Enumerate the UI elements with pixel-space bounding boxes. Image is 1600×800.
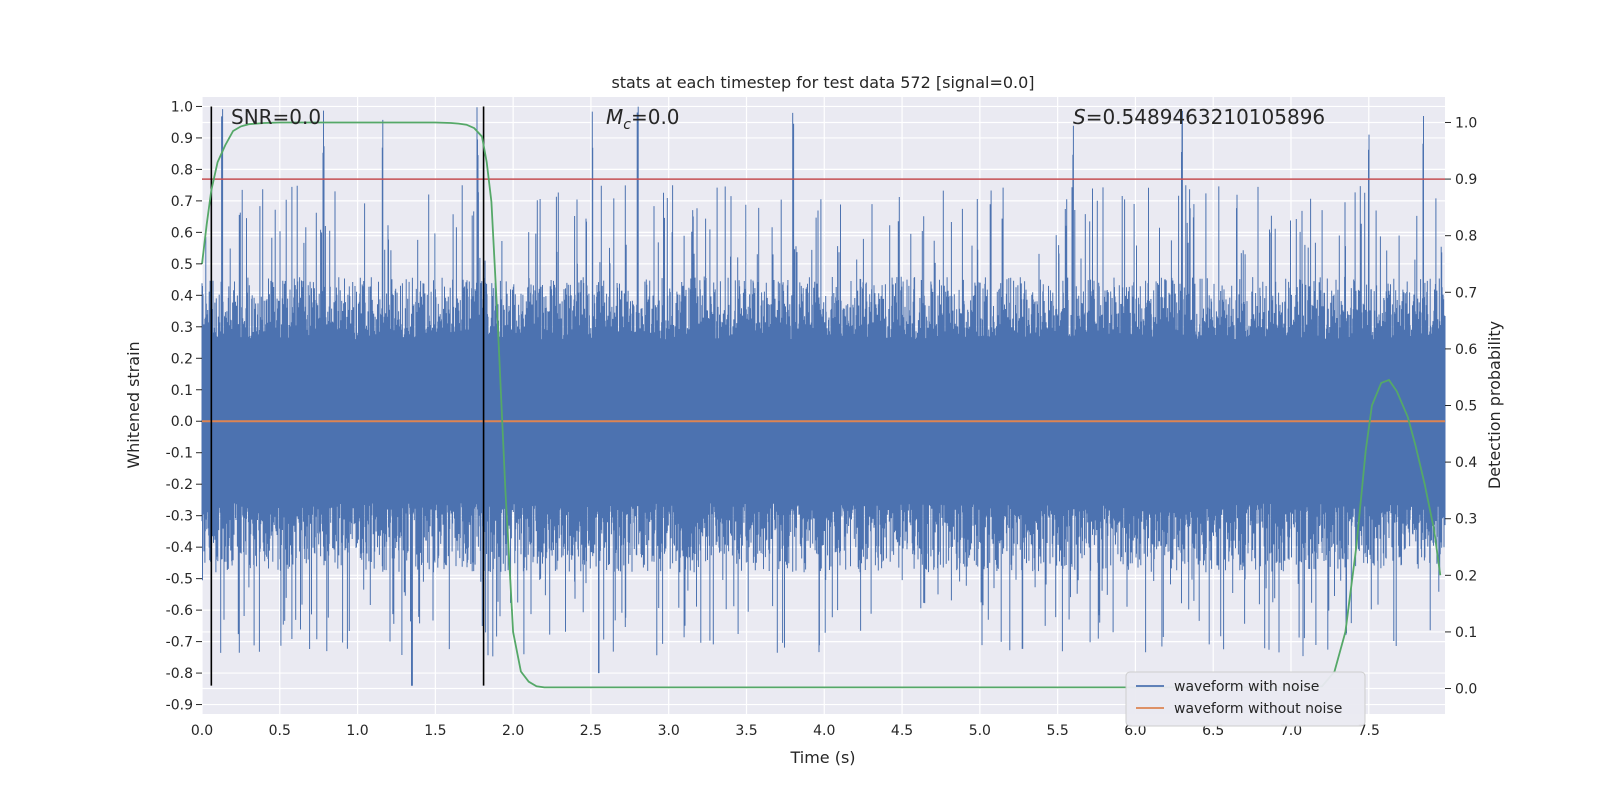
y2-tick-label: 0.2 [1455, 568, 1477, 584]
y2-tick-label: 0.8 [1455, 229, 1477, 245]
y-tick-label: -0.2 [166, 477, 193, 493]
x-tick-label: 2.0 [502, 723, 524, 739]
legend-box [1125, 671, 1366, 727]
y-tick-label: -0.7 [166, 635, 193, 651]
y2-tick-label: 0.7 [1455, 285, 1477, 301]
y2-axis-ticks: 1.0 0.9 0.8 0.7 0.6 0.5 0.4 0.3 0.2 0.1 0.0 [1445, 115, 1477, 698]
x-tick-label: 1.5 [424, 723, 446, 739]
s-annotation: S=0.5489463210105896 [1073, 105, 1325, 129]
y-axis-ticks: 1.0 0.9 0.8 0.7 0.6 0.5 0.4 0.3 0.2 0.1 0.0 -0.1 -0.… [166, 99, 202, 714]
y-tick-label: -0.6 [166, 603, 193, 619]
x-tick-label: 5.0 [969, 723, 991, 739]
y-tick-label: 1.0 [171, 99, 193, 115]
y2-tick-label: 0.5 [1455, 399, 1477, 415]
x-tick-label: 7.5 [1358, 723, 1380, 739]
x-tick-label: 4.5 [891, 723, 913, 739]
x-tick-label: 7.0 [1280, 723, 1302, 739]
overlay-lines [201, 106, 1445, 689]
y-axis-label: Whitened strain [124, 341, 143, 468]
legend: waveform with noise waveform without noi… [1125, 671, 1366, 727]
y2-tick-label: 0.1 [1455, 625, 1477, 641]
x-axis-ticks: 0.0 0.5 1.0 1.5 2.0 2.5 3.0 3.5 4.0 4.5 5.0 5.5 6.0 6… [191, 723, 1380, 739]
y2-tick-label: 1.0 [1455, 115, 1477, 131]
legend-entry-clean: waveform without noise [1174, 701, 1342, 717]
y-tick-label: 0.0 [171, 414, 193, 430]
snr-annotation: SNR=0.0 [231, 105, 321, 129]
y2-tick-label: 0.3 [1455, 512, 1477, 528]
mc-value: =0.0 [631, 105, 680, 129]
y-tick-label: -0.8 [166, 666, 193, 682]
y-tick-label: 0.2 [171, 351, 193, 367]
y-tick-label: 0.6 [171, 225, 193, 241]
chirp-mass-annotation: Mc=0.0 [606, 105, 680, 133]
y-tick-label: 0.8 [171, 162, 193, 178]
x-tick-label: 3.0 [658, 723, 680, 739]
y2-axis-label: Detection probability [1485, 321, 1504, 489]
x-tick-label: 4.0 [813, 723, 835, 739]
y2-tick-label: 0.6 [1455, 342, 1477, 358]
x-tick-label: 5.5 [1046, 723, 1068, 739]
x-tick-label: 2.5 [580, 723, 602, 739]
x-tick-label: 3.5 [735, 723, 757, 739]
y-tick-label: -0.4 [166, 540, 193, 556]
y-tick-label: 0.4 [171, 288, 193, 304]
mc-symbol: M [606, 105, 623, 129]
x-tick-label: 0.5 [269, 723, 291, 739]
y-tick-label: 0.1 [171, 383, 193, 399]
y-tick-label: 0.9 [171, 131, 193, 147]
mc-subscript: c [623, 117, 631, 133]
x-axis-label: Time (s) [789, 748, 855, 767]
x-tick-label: 0.0 [191, 723, 213, 739]
y2-tick-label: 0.4 [1455, 455, 1477, 471]
detection-probability-line [201, 121, 1442, 689]
x-tick-label: 6.5 [1202, 723, 1224, 739]
y-tick-label: -0.3 [166, 509, 193, 525]
y-tick-label: 0.3 [171, 320, 193, 336]
y-tick-label: -0.9 [166, 698, 193, 714]
y2-tick-label: 0.0 [1455, 682, 1477, 698]
s-symbol: S [1073, 105, 1086, 129]
chart-title: stats at each timestep for test data 572… [611, 73, 1034, 92]
s-value: =0.5489463210105896 [1086, 105, 1325, 129]
y-tick-label: 0.7 [171, 194, 193, 210]
y-tick-label: -0.5 [166, 572, 193, 588]
y-tick-label: 0.5 [171, 257, 193, 273]
legend-entry-noise: waveform with noise [1174, 679, 1319, 695]
y-tick-label: -0.1 [166, 446, 193, 462]
x-tick-label: 1.0 [346, 723, 368, 739]
y2-tick-label: 0.9 [1455, 172, 1477, 188]
x-tick-label: 6.0 [1124, 723, 1146, 739]
